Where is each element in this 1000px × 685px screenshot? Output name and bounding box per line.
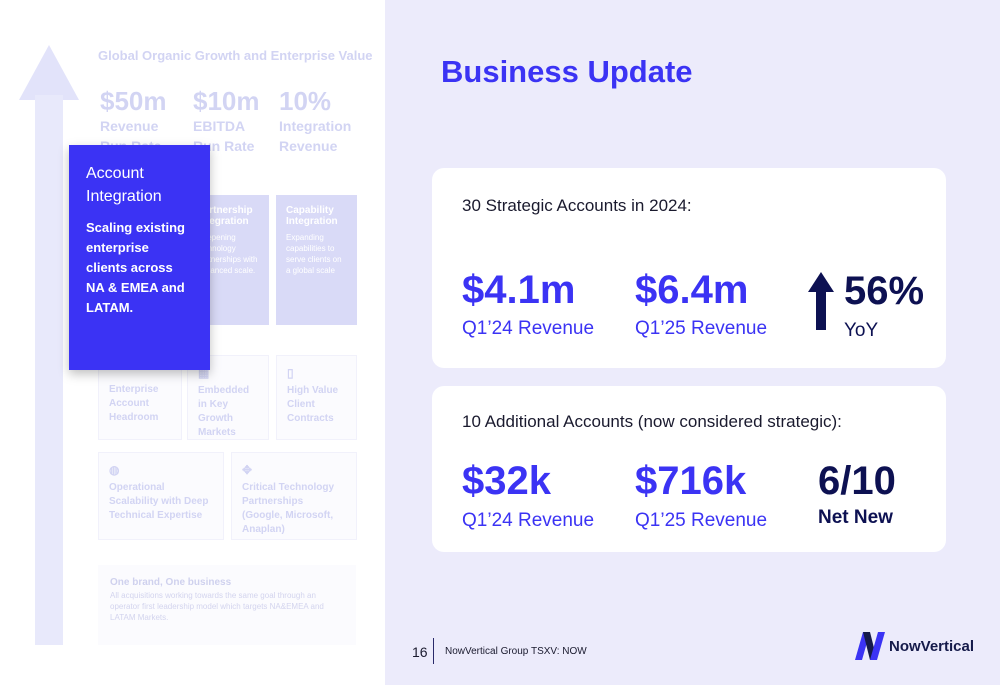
growth-arrow-head — [19, 45, 79, 100]
q1-24-revenue-label: Q1’24 Revenue — [462, 318, 595, 339]
mini-label: Embedded in Key Growth Markets — [198, 385, 250, 438]
focus-desc: Scaling existing enterprise clients acro… — [86, 220, 185, 315]
stat-value: 10% — [279, 86, 332, 116]
growth-arrow-shaft — [35, 95, 63, 645]
stat-label-2: Revenue — [279, 138, 338, 154]
q1-25-revenue-value: $6.4m — [635, 268, 749, 312]
focus-title: Account Integration — [86, 165, 162, 205]
left-panel: Global Organic Growth and Enterprise Val… — [0, 0, 385, 685]
panel-heading: 10 Additional Accounts (now considered s… — [462, 412, 842, 431]
card-capability: Capability Integration Expanding capabil… — [276, 195, 357, 325]
nowvertical-logo-icon — [855, 632, 885, 660]
card-desc: Expanding capabilities to serve clients … — [286, 233, 342, 275]
net-new-value: 6/10 — [818, 459, 896, 503]
stat-value: $10m — [193, 86, 260, 116]
q1-24-revenue-value: $4.1m — [462, 268, 576, 312]
card-title: Capability Integration — [286, 205, 338, 227]
stat-integration: 10% Integration Revenue — [279, 86, 351, 156]
up-arrow-icon — [808, 272, 834, 330]
account-integration-card: Account Integration Scaling existing ent… — [69, 145, 210, 370]
panel-heading: 30 Strategic Accounts in 2024: — [462, 196, 692, 215]
additional-accounts-panel: 10 Additional Accounts (now considered s… — [432, 386, 946, 552]
card-title: Partnership Integration — [197, 205, 253, 227]
brand-text: All acquisitions working towards the sam… — [110, 591, 324, 622]
mini-label: High Value Client Contracts — [287, 385, 339, 424]
stat-label: EBITDA — [193, 118, 246, 134]
q1-25-revenue-label: Q1’25 Revenue — [635, 510, 768, 531]
mini-label: Operational Scalability with Deep Techni… — [109, 482, 209, 521]
mini-technology-partnerships: ✥ Critical Technology Partnerships (Goog… — [231, 452, 357, 540]
q1-25-revenue-label: Q1’25 Revenue — [635, 318, 768, 339]
stat-label: Revenue — [100, 118, 159, 134]
yoy-label: YoY — [844, 320, 879, 341]
mini-operational-scalability: ◍ Operational Scalability with Deep Tech… — [98, 452, 224, 540]
handshake-icon: ✥ — [242, 463, 253, 477]
globe-icon: ◍ — [109, 463, 120, 477]
yoy-value: 56% — [844, 269, 925, 313]
brand-heading: One brand, One business — [110, 577, 232, 588]
page-title: Business Update — [441, 54, 693, 89]
page-number: 16 — [412, 644, 428, 660]
q1-25-revenue-value: $716k — [635, 459, 747, 503]
mini-client-contracts: ▯ High Value Client Contracts — [276, 355, 357, 440]
stat-value: $50m — [100, 86, 167, 116]
logo-text: NowVertical — [889, 638, 975, 655]
mini-label: Enterprise Account Headroom — [109, 384, 159, 423]
growth-section-title: Global Organic Growth and Enterprise Val… — [98, 48, 373, 63]
stat-label: Integration — [279, 118, 352, 134]
right-panel: Business Update 30 Strategic Accounts in… — [385, 0, 1000, 685]
q1-24-revenue-value: $32k — [462, 459, 551, 503]
net-new-label: Net New — [818, 507, 893, 528]
card-desc: Deepening technology partnerships with e… — [197, 233, 258, 275]
document-icon: ▯ — [287, 366, 294, 380]
strategic-accounts-panel: 30 Strategic Accounts in 2024: $4.1m Q1’… — [432, 168, 946, 368]
brand-box: One brand, One business All acquisitions… — [98, 565, 356, 645]
q1-24-revenue-label: Q1’24 Revenue — [462, 510, 595, 531]
mini-label: Critical Technology Partnerships (Google… — [242, 482, 335, 535]
footer-divider — [433, 638, 434, 664]
grid-icon: ▦ — [198, 366, 210, 380]
footer-company: NowVertical Group TSXV: NOW — [445, 646, 587, 657]
